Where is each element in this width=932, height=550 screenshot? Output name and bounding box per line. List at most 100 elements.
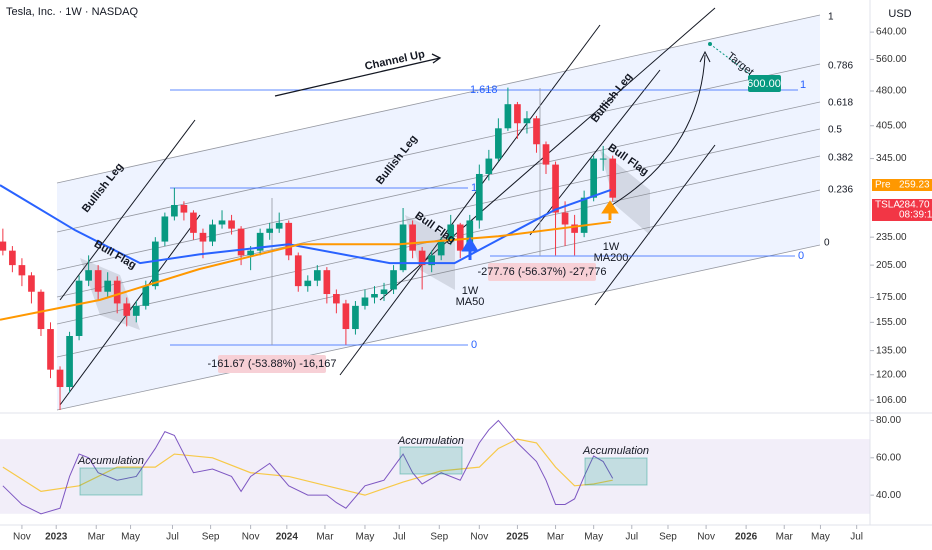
rsi-ma (2, 438, 613, 496)
y-tick-label: 106.00 (876, 395, 907, 406)
candle-body (409, 224, 416, 251)
x-tick-label: Jul (393, 532, 406, 543)
x-tick-label: Nov (697, 532, 715, 543)
x-tick-label: May (356, 532, 375, 543)
price-tag-name: Pre (875, 180, 891, 191)
ma-line (0, 221, 611, 321)
accumulation-label: Accumulation (77, 455, 144, 467)
channel-fill (57, 15, 820, 410)
x-tick-label: 2026 (735, 532, 758, 543)
candle-body (571, 224, 578, 233)
x-tick-label: May (811, 532, 830, 543)
fib-label: 0.786 (828, 61, 853, 72)
leg-line (339, 24, 601, 376)
fib-label: 0.618 (828, 98, 853, 109)
price-tag-time: 08:39:17 (899, 210, 932, 221)
candle-body (123, 303, 131, 316)
candle-body (285, 222, 293, 256)
candle-body (342, 303, 350, 330)
x-tick-label: Nov (242, 532, 260, 543)
candle-body (533, 118, 540, 145)
x-tick-label: Jul (166, 532, 179, 543)
h-label: 0 (798, 250, 804, 262)
x-tick-label: Jul (850, 532, 863, 543)
fib-label: 0.5 (828, 125, 842, 136)
target-price: 600.00 (747, 78, 781, 90)
accumulation-box (584, 457, 648, 486)
fib-label: 0 (824, 238, 830, 249)
candle-body (609, 158, 617, 198)
y-tick-label: 560.00 (876, 54, 907, 65)
y-tick-label: 205.00 (876, 260, 907, 271)
y-tick-label: 345.00 (876, 153, 907, 164)
candle-body (590, 158, 597, 198)
fib-line (56, 244, 821, 411)
x-tick-label: May (584, 532, 603, 543)
x-tick-label: 2023 (45, 532, 68, 543)
candle-body (552, 164, 559, 213)
bull-flag-box (405, 215, 455, 290)
ma200-arrow (601, 200, 619, 220)
h-label: 1 (471, 182, 477, 194)
candle-body (171, 204, 178, 217)
fib-line (56, 189, 821, 358)
target-box (748, 75, 781, 92)
candle-body (228, 220, 235, 229)
target-line (709, 43, 756, 79)
accumulation-box (79, 467, 143, 496)
measure-box (218, 355, 326, 373)
y-tick-label: 155.00 (876, 317, 907, 328)
x-tick-label: 2024 (276, 532, 299, 543)
fib-line (56, 128, 821, 298)
candle-body (294, 255, 302, 287)
candle-body (599, 158, 607, 160)
x-tick-label: Nov (470, 532, 488, 543)
candle-body (104, 280, 112, 292)
candle-body (180, 204, 188, 213)
y-tick-label: 405.00 (876, 120, 907, 131)
ma50-arrow (461, 237, 479, 260)
candle-body (151, 241, 159, 287)
h-label: 0 (471, 339, 477, 351)
candle-body (56, 369, 64, 388)
price-tag (872, 199, 932, 221)
fib-label: 0.382 (828, 153, 853, 164)
candle-body (466, 220, 474, 251)
x-tick-label: Nov (13, 532, 31, 543)
candle-body (390, 270, 397, 290)
ma-label: 1W (462, 285, 479, 297)
target-dot (708, 42, 712, 46)
candle-body (371, 294, 378, 298)
candle-body (37, 291, 45, 330)
measure-label: -277.76 (-56.37%) -27,776 (477, 266, 606, 278)
candle-body (142, 286, 150, 306)
candle-body (28, 275, 35, 292)
candle-body (256, 232, 264, 251)
h-fib (170, 89, 798, 346)
rsi-tick-label: 80.00 (876, 415, 901, 426)
currency: USD (888, 8, 911, 20)
candle-body (304, 280, 312, 287)
candle-body (199, 232, 207, 242)
x-tick-label: Jul (625, 532, 638, 543)
fib-label: 1 (828, 12, 834, 23)
accumulation-label: Accumulation (397, 435, 464, 447)
candle-body (399, 224, 407, 271)
rsi-tick-label: 60.00 (876, 452, 901, 463)
ma-label: MA50 (456, 296, 485, 308)
candle-body (333, 294, 340, 304)
chart-title: Tesla, Inc. · 1W · NASDAQ (6, 6, 138, 18)
h-label: 1.618 (470, 84, 498, 96)
candle-body (190, 212, 197, 233)
measure-box (488, 263, 596, 281)
leg-line (594, 144, 716, 306)
ma-label: 1W (603, 241, 620, 253)
fib-line (56, 155, 821, 325)
candle-body (75, 280, 83, 336)
ma-label: MA200 (594, 252, 629, 264)
candle-body (47, 329, 54, 370)
candle-body (475, 173, 483, 221)
price-tag-value: 284.70 (899, 200, 930, 211)
candle-body (561, 212, 569, 225)
x-tick-label: 2025 (506, 532, 529, 543)
